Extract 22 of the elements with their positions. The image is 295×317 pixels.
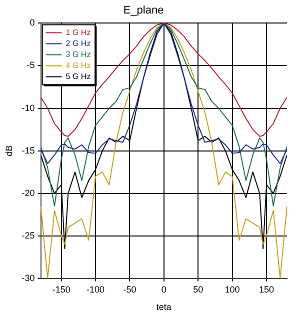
y-tick-label: -30 [22,272,35,283]
x-tick-label: 150 [258,284,274,294]
x-tick-label: -150 [52,284,70,294]
x-tick-label: -100 [86,284,105,294]
legend-label: 1 G Hz [66,28,91,37]
x-tick-label: -50 [123,284,136,294]
x-tick-label: 100 [224,284,240,294]
y-tick-label: 0 [30,18,35,28]
y-tick-label: -15 [22,145,35,156]
legend-label: 5 G Hz [66,72,91,81]
x-tick-label: 50 [193,284,204,294]
chart-title: E_plane [123,4,164,17]
legend-label: 3 G Hz [66,50,91,59]
y-axis-title: dB [4,145,14,156]
legend-label: 4 G Hz [66,60,91,70]
x-axis-title: teta [156,302,172,312]
y-tick-label: -10 [22,102,35,113]
legend-label: 2 G Hz [66,38,91,48]
y-tick-label: -25 [22,230,35,240]
y-tick-label: -20 [22,188,35,198]
x-tick-label: 0 [161,284,166,294]
y-tick-label: -5 [26,60,35,70]
